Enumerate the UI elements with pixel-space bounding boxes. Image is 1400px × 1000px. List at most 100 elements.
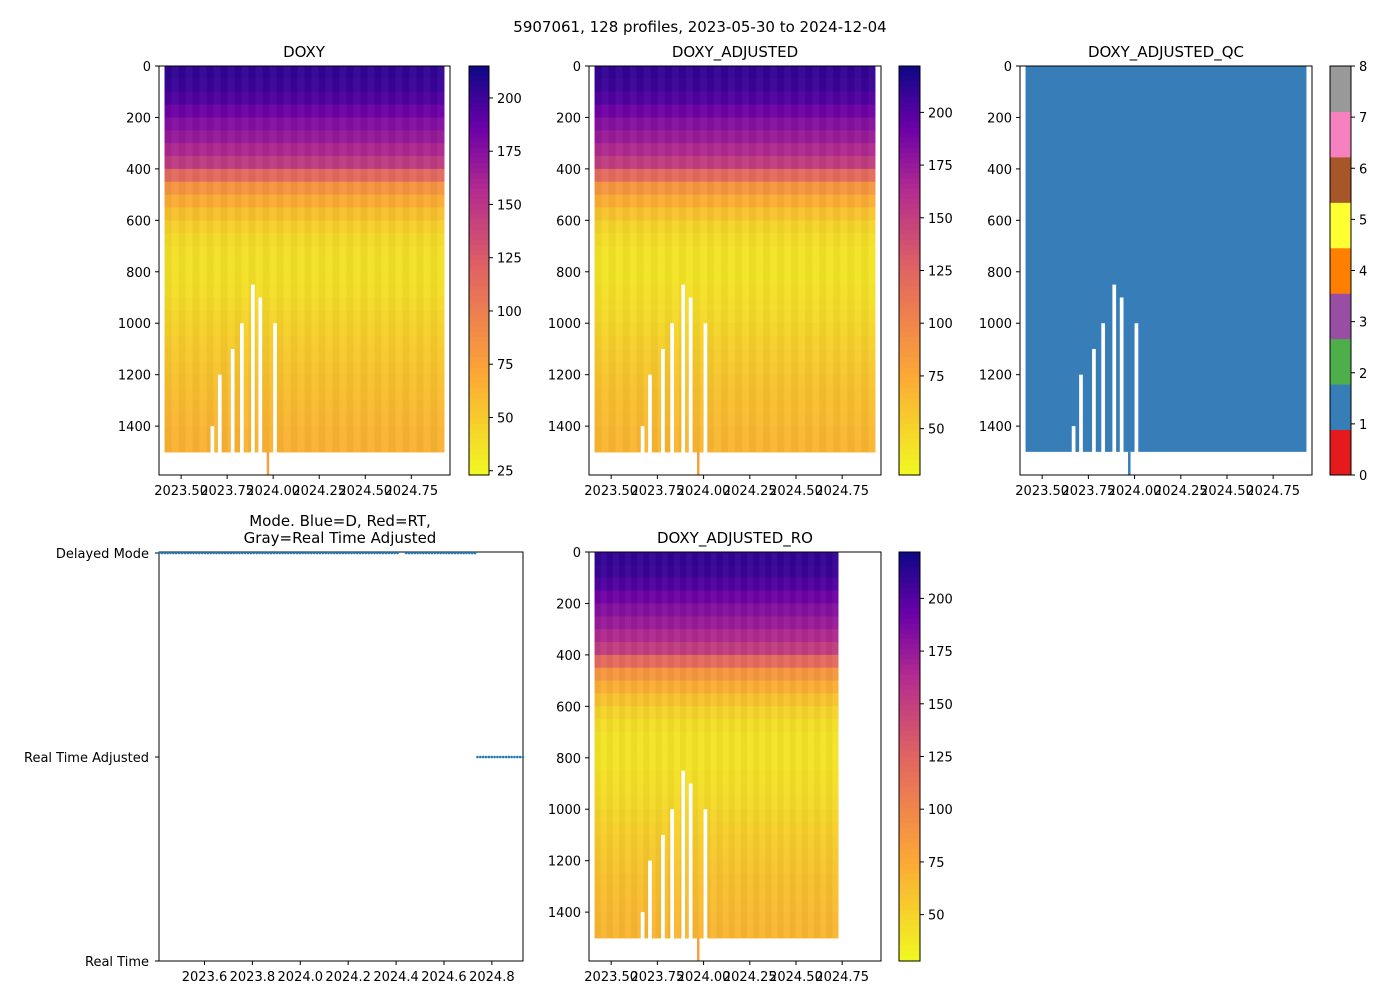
profile-column	[819, 66, 826, 452]
colorbar-segment	[899, 372, 920, 379]
colorbar-segment	[899, 239, 920, 246]
y-tick-label: 800	[126, 266, 151, 281]
qc-colorbar-segment	[1330, 202, 1351, 249]
colorbar-tick-label: 5	[1359, 213, 1367, 228]
y-tick-label: 1000	[118, 317, 151, 332]
x-tick-label: 2024.25	[723, 970, 777, 985]
colorbar-segment	[899, 362, 920, 369]
axes-frame	[1019, 65, 1313, 476]
colorbar-segment	[899, 664, 920, 671]
data-gap	[648, 374, 652, 453]
colorbar-segment	[899, 428, 920, 435]
data-gap	[661, 348, 665, 453]
colorbar-tick-label: 200	[928, 592, 953, 607]
mode-point	[241, 551, 244, 555]
mode-point	[473, 551, 477, 555]
profile-column	[802, 552, 808, 938]
depth-band	[594, 873, 839, 888]
y-tick-label: 600	[556, 214, 581, 229]
profile-column	[765, 552, 771, 938]
mode-point	[252, 551, 256, 555]
profile-column	[409, 66, 416, 452]
depth-band	[594, 130, 876, 144]
colorbar-segment	[469, 168, 489, 174]
depth-band	[164, 66, 445, 80]
depth-band	[594, 642, 839, 656]
x-tick-label: 2024.0	[278, 970, 324, 985]
colorbar-segment	[899, 736, 920, 742]
colorbar-segment	[899, 802, 920, 809]
profile-column	[840, 66, 847, 452]
colorbar-segment	[899, 552, 920, 558]
profile-column	[826, 66, 833, 452]
colorbar-segment	[469, 152, 489, 159]
depth-band	[164, 78, 445, 93]
y-tick-label: 200	[987, 111, 1012, 126]
mode-point	[507, 755, 511, 759]
panel-title: DOXY_ADJUSTED_RO	[657, 529, 813, 548]
depth-band	[594, 719, 839, 733]
depth-band	[594, 744, 839, 759]
depth-band	[164, 271, 445, 286]
colorbar-segment	[899, 863, 920, 870]
mode-point	[169, 551, 172, 555]
x-tick-label: 2023.50	[584, 484, 638, 499]
colorbar-segment	[899, 720, 920, 727]
colorbar-segment	[899, 326, 920, 333]
profile-column	[374, 66, 381, 452]
colorbar-tick-label: 8	[1359, 60, 1367, 75]
colorbar-segment	[469, 81, 489, 88]
profile-column	[631, 552, 637, 938]
y-tick-label: 1400	[979, 420, 1012, 435]
x-tick-label: 2024.6	[421, 970, 467, 985]
depth-band	[594, 924, 839, 939]
mode-point	[427, 551, 431, 555]
colorbar-segment	[899, 147, 920, 154]
profile-column	[325, 66, 332, 452]
colorbar-segment	[899, 106, 920, 113]
colorbar-segment	[899, 81, 920, 88]
mode-point	[465, 551, 468, 555]
x-tick-label: 2023.6	[182, 970, 228, 985]
colorbar-segment	[899, 112, 920, 118]
depth-band	[594, 770, 839, 785]
mode-point	[347, 551, 350, 555]
profile-column	[826, 552, 832, 938]
panel-title: DOXY_ADJUSTED	[672, 43, 798, 62]
mode-point	[281, 551, 284, 555]
depth-band	[594, 732, 839, 746]
colorbar-segment	[899, 388, 920, 394]
colorbar-segment	[899, 398, 920, 405]
profile-column	[318, 66, 325, 452]
colorbar-tick-label: 7	[1359, 111, 1367, 126]
mode-point	[289, 551, 293, 555]
colorbar-segment	[899, 342, 920, 348]
profile-column	[430, 66, 437, 452]
colorbar-segment	[899, 710, 920, 717]
depth-band	[164, 130, 445, 144]
qc-colorbar-segment	[1330, 338, 1351, 385]
mode-point	[220, 551, 224, 555]
colorbar-segment	[899, 828, 920, 834]
colorbar-segment	[469, 321, 489, 328]
profile-column	[353, 66, 360, 452]
depth-band	[594, 78, 876, 93]
deep-spike	[697, 451, 700, 475]
data-gap	[1119, 297, 1124, 453]
colorbar-segment	[899, 224, 920, 231]
y-tick-label: 200	[126, 111, 151, 126]
profile-column	[742, 66, 749, 452]
colorbar-segment	[899, 91, 920, 98]
colorbar-segment	[469, 439, 489, 445]
colorbar-segment	[469, 106, 489, 113]
depth-band	[164, 310, 445, 324]
mode-point	[419, 551, 422, 555]
depth-band	[594, 847, 839, 862]
mode-point	[410, 551, 414, 555]
x-tick-label: 2024.00	[677, 970, 731, 985]
colorbar-segment	[899, 715, 920, 722]
x-tick-label: 2024.75	[1246, 484, 1300, 499]
profile-column	[812, 66, 819, 452]
mode-point	[504, 755, 508, 759]
data-gap	[258, 297, 263, 453]
